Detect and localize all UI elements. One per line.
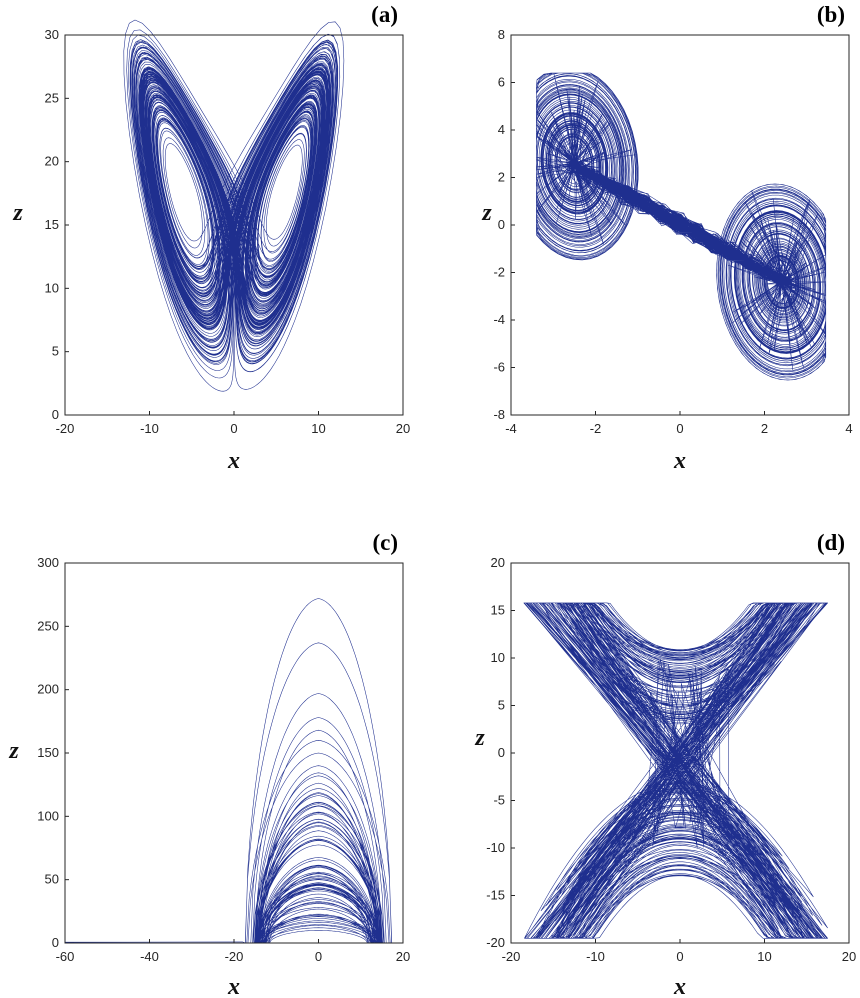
panel-d-trajectory <box>523 602 828 939</box>
panel-b-y-tick-label: 6 <box>498 75 505 90</box>
panel-b: (b) -4 -2 0 2 4 -8 -6 -4 -2 0 2 4 6 8 x z <box>481 2 852 474</box>
panel-a-y-tick-label: 5 <box>52 344 59 359</box>
panel-d: (d) -20 -10 0 10 20 -20 -15 -10 -5 0 5 10 15 20 x z <box>474 530 856 998</box>
panel-a-y-tick-label: 25 <box>45 90 59 105</box>
panel-c-x-tick-label: -40 <box>140 949 159 964</box>
panel-c-y-axis-label: z <box>8 738 19 764</box>
panel-b-x-tick-label: 2 <box>761 421 768 436</box>
panel-d-x-tick-label: -10 <box>586 949 605 964</box>
panel-d-y-tick-label: -5 <box>493 793 505 808</box>
panel-b-trajectory <box>536 72 827 381</box>
panel-a-y-tick-label: 20 <box>45 154 59 169</box>
panel-d-x-axis-label: x <box>673 974 686 998</box>
panel-c-y-tick-label: 200 <box>37 682 59 697</box>
panel-a-x-tick-label: -20 <box>56 421 75 436</box>
panel-d-y-tick-label: 5 <box>498 698 505 713</box>
panel-a-trajectory <box>123 19 345 392</box>
panel-d-y-axis-label: z <box>474 725 485 751</box>
panel-d-trajectory-line <box>523 602 828 939</box>
panel-b-y-axis-label: z <box>481 200 492 226</box>
panel-a: (a) -20 -10 0 10 20 0 5 10 15 20 25 30 x z <box>12 2 410 474</box>
panel-c-x-tick-label: 20 <box>396 949 410 964</box>
panel-a-x-tick-label: 0 <box>230 421 237 436</box>
panel-d-label: (d) <box>817 530 845 555</box>
panel-b-x-tick-label: 0 <box>676 421 683 436</box>
panel-d-y-tick-label: 0 <box>498 745 505 760</box>
panel-c-x-tick-label: -60 <box>56 949 75 964</box>
panel-b-x-ticks: -4 -2 0 2 4 <box>505 411 853 436</box>
panel-d-x-tick-label: 10 <box>757 949 771 964</box>
panel-c-x-tick-label: 0 <box>315 949 322 964</box>
panel-a-x-tick-label: 10 <box>311 421 325 436</box>
panel-a-x-tick-label: 20 <box>396 421 410 436</box>
panel-b-y-tick-label: 2 <box>498 170 505 185</box>
panel-c-x-ticks: -60 -40 -20 0 20 <box>56 939 410 964</box>
panel-a-y-tick-label: 15 <box>45 217 59 232</box>
panel-c-y-tick-label: 250 <box>37 618 59 633</box>
panel-a-trajectory-line <box>123 19 345 392</box>
panel-a-y-tick-label: 0 <box>52 407 59 422</box>
panel-a-label: (a) <box>371 2 398 27</box>
panel-b-y-tick-label: 0 <box>498 217 505 232</box>
panel-d-x-tick-label: 20 <box>842 949 856 964</box>
panel-b-y-tick-label: -4 <box>493 312 505 327</box>
panel-b-y-tick-label: 4 <box>498 122 505 137</box>
panel-c-label: (c) <box>372 530 398 555</box>
panel-b-x-axis-label: x <box>673 448 686 474</box>
panel-b-label: (b) <box>817 2 845 27</box>
panel-c-trajectory <box>64 598 393 944</box>
panel-a-y-axis-label: z <box>12 200 23 226</box>
panel-d-y-ticks: -20 -15 -10 -5 0 5 10 15 20 <box>486 555 515 950</box>
panel-b-y-tick-label: 8 <box>498 27 505 42</box>
panel-d-y-tick-label: 15 <box>491 603 505 618</box>
panel-b-y-ticks: -8 -6 -4 -2 0 2 4 6 8 <box>493 27 515 422</box>
panel-c-x-tick-label: -20 <box>225 949 244 964</box>
panel-a-y-tick-label: 30 <box>45 27 59 42</box>
panel-a-x-tick-label: -10 <box>140 421 159 436</box>
panel-c-trajectory-line <box>64 598 393 944</box>
panel-b-y-tick-label: -2 <box>493 265 505 280</box>
panel-d-y-tick-label: -15 <box>486 888 505 903</box>
panel-a-y-ticks: 0 5 10 15 20 25 30 <box>45 27 69 422</box>
panel-d-x-tick-label: 0 <box>676 949 683 964</box>
panel-a-x-ticks: -20 -10 0 10 20 <box>56 411 410 436</box>
panel-c-y-ticks: 0 50 100 150 200 250 300 <box>37 555 69 950</box>
panel-c-y-tick-label: 100 <box>37 808 59 823</box>
panel-c-y-tick-label: 150 <box>37 745 59 760</box>
panel-c-y-tick-label: 300 <box>37 555 59 570</box>
panel-b-trajectory-line <box>536 72 827 381</box>
panel-a-x-axis-label: x <box>227 448 240 474</box>
panel-d-y-tick-label: -10 <box>486 840 505 855</box>
panel-a-y-tick-label: 10 <box>45 280 59 295</box>
panel-b-x-tick-label: -4 <box>505 421 517 436</box>
panel-d-x-ticks: -20 -10 0 10 20 <box>502 939 856 964</box>
panel-c: (c) -60 -40 -20 0 20 0 50 100 150 200 250 300 x z <box>8 530 410 998</box>
panel-d-y-tick-label: 20 <box>491 555 505 570</box>
panel-b-y-tick-label: -6 <box>493 360 505 375</box>
panel-c-y-tick-label: 0 <box>52 935 59 950</box>
panel-b-x-tick-label: 4 <box>845 421 852 436</box>
panel-b-y-tick-label: -8 <box>493 407 505 422</box>
panel-c-x-axis-label: x <box>227 974 240 998</box>
panel-b-x-tick-label: -2 <box>590 421 602 436</box>
panel-d-y-tick-label: 10 <box>491 650 505 665</box>
panel-d-x-tick-label: -20 <box>502 949 521 964</box>
panel-c-y-tick-label: 50 <box>45 872 59 887</box>
panel-d-y-tick-label: -20 <box>486 935 505 950</box>
